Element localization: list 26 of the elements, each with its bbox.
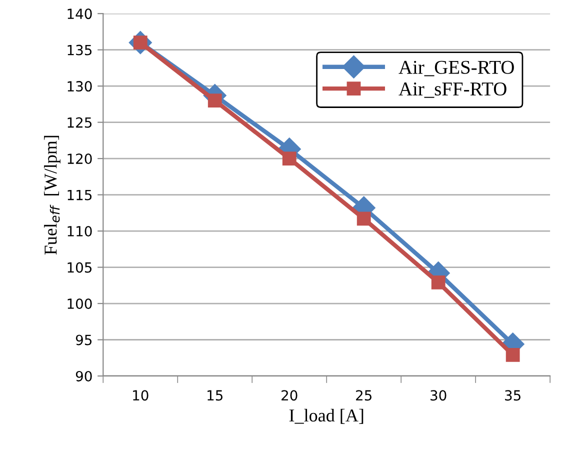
y-tick-label: 115 (68, 190, 92, 200)
y-tick-label: 135 (68, 44, 92, 56)
x-tick-label: 10 (133, 390, 148, 401)
y-tick-label: 90 (76, 370, 92, 382)
y-tick-label: 100 (68, 298, 92, 309)
x-tick-label: 15 (208, 390, 222, 401)
y-tick-label: 120 (68, 154, 92, 164)
y-axis-title: Fuel$_{eff}$ [W/lpm] (44, 136, 60, 255)
y-tick-label: 95 (76, 334, 92, 346)
legend-label: Air_GES-RTO (398, 60, 514, 76)
point (208, 94, 222, 108)
point (356, 212, 371, 226)
y-tick-label: 110 (68, 226, 92, 237)
x-axis-title: I_load [A] (289, 408, 364, 424)
x-tick-label: 20 (282, 390, 298, 401)
x-tick-label: 30 (430, 390, 446, 401)
y-tick-label: 125 (68, 117, 92, 128)
y-tick-label: 105 (68, 262, 92, 273)
point (282, 152, 296, 166)
point (506, 348, 520, 362)
x-tick-label: 35 (505, 390, 520, 401)
legend-label: Air_sFF-RTO (398, 82, 506, 98)
point (431, 276, 446, 290)
x-tick-label: 25 (356, 390, 372, 401)
y-tick-label: 130 (68, 81, 92, 92)
y-tick-label: 140 (68, 8, 92, 20)
